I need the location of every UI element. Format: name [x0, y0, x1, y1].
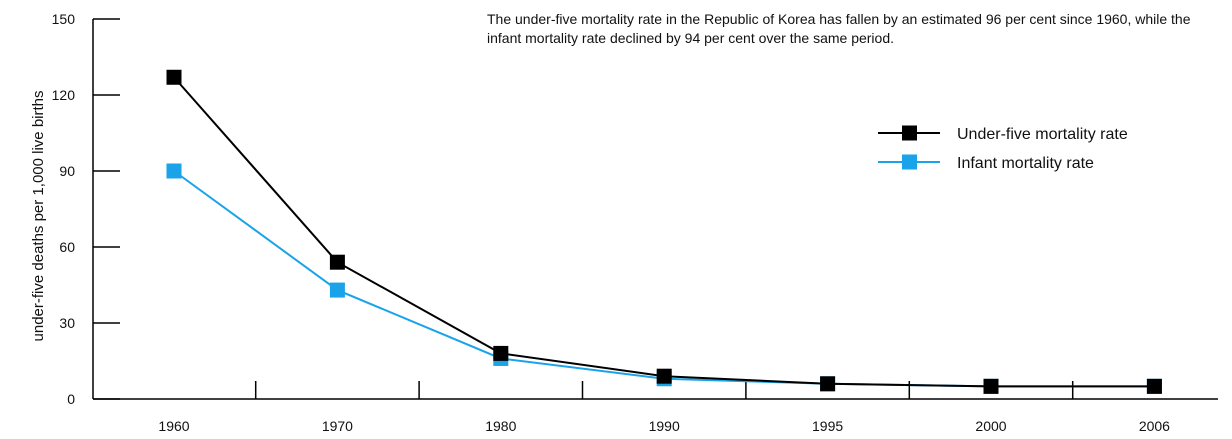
legend-item: Under-five mortality rate [878, 125, 1128, 143]
legend-label: Infant mortality rate [957, 155, 1094, 172]
y-axis-label: under-five deaths per 1,000 live births [30, 91, 47, 342]
y-tick-label: 120 [52, 87, 76, 103]
x-tick-label: 2006 [1139, 418, 1170, 434]
data-point [329, 282, 345, 298]
x-tick-label: 1990 [649, 418, 680, 434]
axes [92, 19, 1218, 400]
x-tick-label: 1960 [158, 418, 189, 434]
legend-label: Under-five mortality rate [957, 126, 1128, 143]
chart-annotation: The under-five mortality rate in the Rep… [487, 11, 1191, 46]
y-tick-label: 90 [59, 163, 75, 179]
legend-marker [902, 154, 917, 170]
data-point [1146, 378, 1162, 394]
y-tick-label: 60 [59, 239, 75, 255]
y-tick-label: 0 [67, 391, 75, 407]
series-line [173, 76, 1155, 388]
legend: Under-five mortality rate Infant mortalit… [878, 125, 1128, 172]
data-point [329, 254, 345, 270]
x-tick-label: 1970 [322, 418, 353, 434]
data-point [983, 378, 999, 394]
data-point [656, 368, 672, 384]
y-tick-label: 150 [52, 11, 76, 27]
data-point [166, 69, 182, 85]
y-tick-label: 30 [59, 315, 75, 331]
series-layer [166, 69, 1162, 394]
series-under-five [166, 69, 1162, 394]
data-point [820, 376, 836, 392]
data-point [493, 345, 509, 361]
data-point [166, 163, 182, 179]
series-infant [166, 163, 1162, 394]
x-axis-ticks: 1960 1970 1980 1990 1995 2000 2006 [158, 381, 1170, 434]
x-tick-label: 1980 [485, 418, 516, 434]
x-tick-label: 1995 [812, 418, 843, 434]
series-line [173, 170, 1155, 388]
y-axis-ticks: 0 30 60 90 120 150 [52, 11, 120, 407]
legend-marker [902, 125, 917, 141]
x-tick-label: 2000 [975, 418, 1006, 434]
legend-item: Infant mortality rate [878, 154, 1094, 172]
